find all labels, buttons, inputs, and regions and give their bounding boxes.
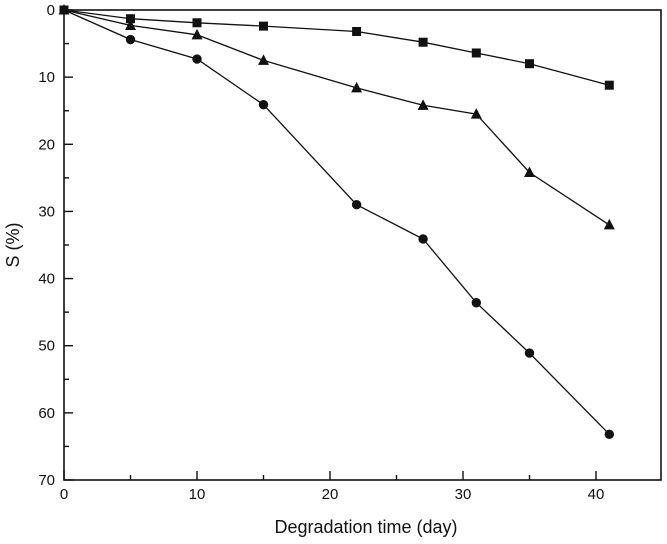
circle-marker	[471, 298, 481, 308]
square-marker	[525, 59, 534, 69]
x-axis-title: Degradation time (day)	[274, 517, 457, 537]
square-marker	[352, 26, 362, 36]
series-triangle	[58, 4, 615, 230]
circle-marker	[524, 348, 535, 358]
circle-marker	[125, 34, 136, 45]
square-marker	[604, 80, 614, 90]
triangle-marker	[470, 108, 482, 119]
series-line	[63, 9, 610, 435]
y-axis-title: S (%)	[3, 223, 23, 268]
y-tick-label: 20	[38, 136, 55, 153]
triangle-marker	[351, 81, 363, 93]
series-group	[58, 4, 615, 440]
x-tick-label: 30	[455, 486, 472, 503]
y-tick-label: 70	[38, 472, 55, 489]
plot-frame	[63, 9, 662, 481]
series-square	[59, 5, 614, 90]
circle-marker	[604, 429, 614, 440]
triangle-marker	[125, 19, 136, 30]
series-circle	[59, 5, 614, 440]
triangle-marker	[524, 166, 535, 177]
triangle-marker	[258, 54, 269, 65]
square-marker	[126, 14, 135, 24]
circle-marker	[258, 99, 269, 110]
y-tick-label: 30	[38, 203, 55, 220]
x-tick-label: 10	[189, 486, 206, 503]
square-marker	[418, 37, 428, 47]
series-line	[63, 9, 610, 226]
y-tick-label: 10	[38, 69, 55, 86]
y-tick-label: 40	[38, 271, 55, 288]
y-tick-label: 50	[38, 338, 55, 355]
circle-marker	[59, 5, 69, 15]
x-tick-label: 40	[588, 486, 605, 503]
y-tick-label: 0	[47, 2, 55, 19]
circle-marker	[418, 234, 428, 244]
circle-marker	[192, 54, 202, 64]
axis-tick-labels: 0 10 20 30 40 0 10 20 30 40 50 60 70	[38, 2, 604, 503]
triangle-marker	[191, 28, 203, 40]
series-line	[63, 9, 610, 86]
triangle-marker	[417, 99, 429, 110]
square-marker	[259, 21, 268, 31]
x-tick-label: 20	[322, 486, 339, 503]
y-tick-label: 60	[38, 405, 55, 422]
axis-ticks	[63, 9, 597, 481]
x-tick-label: 0	[60, 486, 68, 503]
circle-marker	[351, 200, 362, 210]
square-marker	[471, 48, 481, 58]
triangle-marker	[603, 218, 615, 230]
square-marker	[192, 18, 202, 28]
